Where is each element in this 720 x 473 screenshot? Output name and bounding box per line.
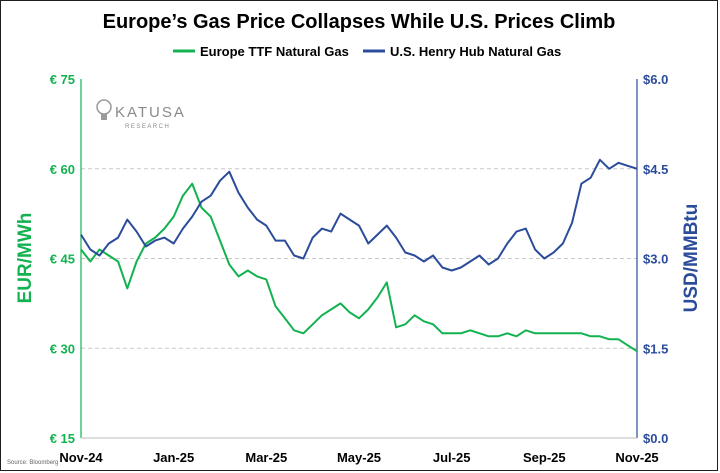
y-tick-right: $1.5 — [643, 341, 668, 356]
y-tick-right: $0.0 — [643, 431, 668, 446]
y-tick-left: € 60 — [50, 162, 75, 177]
x-tick-label: May-25 — [337, 450, 381, 465]
katusa-logo: KATUSA RESEARCH — [96, 99, 186, 130]
y-tick-right: $6.0 — [643, 72, 668, 87]
logo-bulb-base-icon — [101, 114, 107, 120]
x-tick-label: Jan-25 — [153, 450, 194, 465]
series-line-europe-ttf — [80, 182, 638, 353]
logo-bulb-icon — [96, 99, 112, 115]
y-tick-left: € 15 — [50, 431, 75, 446]
x-tick-label: Nov-24 — [59, 450, 103, 465]
x-tick-label: Sep-25 — [523, 450, 566, 465]
x-tick-label: Nov-25 — [615, 450, 658, 465]
y-tick-right: $4.5 — [643, 162, 668, 177]
y-tick-left: € 30 — [50, 341, 75, 356]
y-axis-title-right: USD/MMBtu — [681, 204, 702, 313]
chart-title: Europe’s Gas Price Collapses While U.S. … — [102, 11, 616, 33]
legend-label: Europe TTF Natural Gas — [200, 44, 349, 59]
legend-label: U.S. Henry Hub Natural Gas — [390, 44, 561, 59]
x-tick-label: Jul-25 — [433, 450, 471, 465]
source-note: Source: Bloomberg — [7, 460, 59, 466]
y-tick-right: $3.0 — [643, 252, 668, 267]
y-tick-left: € 75 — [50, 72, 75, 87]
y-axis-title-left: EUR/MWh — [15, 213, 36, 304]
logo-subtext: RESEARCH — [125, 124, 170, 130]
series-line-henry-hub — [80, 158, 638, 272]
logo-text: KATUSA — [115, 104, 186, 121]
x-tick-label: Mar-25 — [245, 450, 287, 465]
y-tick-left: € 45 — [50, 252, 75, 267]
